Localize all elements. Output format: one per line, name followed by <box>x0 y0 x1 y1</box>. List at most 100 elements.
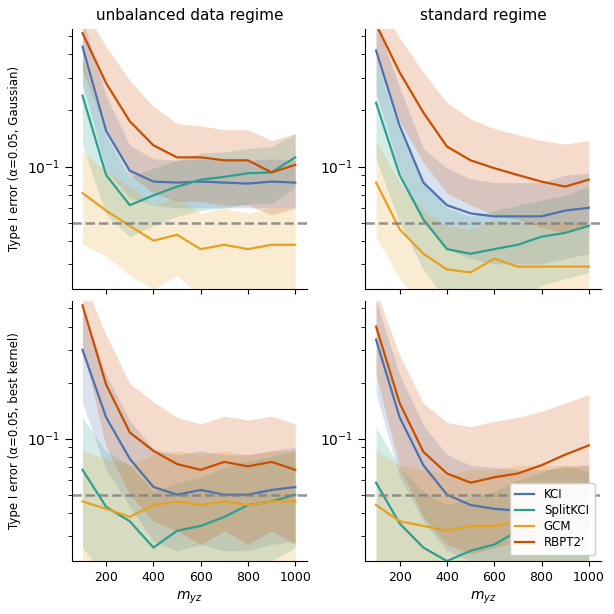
SplitKCI <box>585 222 593 230</box>
GCM <box>126 222 133 230</box>
GCM <box>372 179 379 186</box>
Line: KCI: KCI <box>82 47 295 184</box>
KCI <box>79 346 86 354</box>
RBPT2' <box>197 154 204 161</box>
RBPT2' <box>396 400 403 407</box>
RBPT2' <box>173 460 181 468</box>
SplitKCI <box>292 491 299 499</box>
SplitKCI <box>514 241 521 249</box>
SplitKCI <box>244 169 252 177</box>
GCM <box>538 263 545 270</box>
GCM <box>514 263 521 270</box>
GCM <box>419 250 427 257</box>
KCI <box>173 491 181 499</box>
KCI <box>244 180 252 187</box>
SplitKCI <box>396 520 403 527</box>
SplitKCI <box>173 527 181 534</box>
Line: GCM: GCM <box>376 505 589 530</box>
Line: RBPT2': RBPT2' <box>376 327 589 483</box>
KCI <box>538 212 545 220</box>
GCM <box>150 502 157 509</box>
SplitKCI <box>197 176 204 184</box>
SplitKCI <box>467 250 474 257</box>
RBPT2' <box>467 157 474 164</box>
RBPT2' <box>491 473 498 481</box>
GCM <box>419 522 427 529</box>
SplitKCI <box>103 503 110 511</box>
KCI <box>396 414 403 421</box>
GCM <box>467 269 474 276</box>
RBPT2' <box>372 21 379 28</box>
RBPT2' <box>585 441 593 449</box>
GCM <box>79 498 86 505</box>
KCI <box>443 491 451 499</box>
SplitKCI <box>268 169 275 176</box>
RBPT2' <box>79 301 86 309</box>
KCI <box>396 122 403 130</box>
SplitKCI <box>585 522 593 529</box>
RBPT2' <box>561 183 569 190</box>
GCM <box>197 502 204 509</box>
RBPT2' <box>585 176 593 184</box>
SplitKCI <box>103 171 110 179</box>
KCI <box>514 507 521 515</box>
Line: SplitKCI: SplitKCI <box>376 483 589 561</box>
SplitKCI <box>197 522 204 529</box>
GCM <box>491 522 498 529</box>
SplitKCI <box>491 246 498 253</box>
SplitKCI <box>79 466 86 473</box>
SplitKCI <box>467 547 474 554</box>
SplitKCI <box>220 513 228 521</box>
SplitKCI <box>514 527 521 534</box>
RBPT2' <box>103 381 110 388</box>
X-axis label: $m_{yz}$: $m_{yz}$ <box>470 589 496 605</box>
RBPT2' <box>514 171 521 179</box>
GCM <box>103 207 110 214</box>
GCM <box>244 246 252 253</box>
KCI <box>491 212 498 220</box>
KCI <box>79 43 86 50</box>
RBPT2' <box>396 69 403 76</box>
SplitKCI <box>126 201 133 209</box>
SplitKCI <box>244 502 252 509</box>
Line: RBPT2': RBPT2' <box>376 25 589 187</box>
SplitKCI <box>372 99 379 106</box>
SplitKCI <box>561 513 569 521</box>
Title: unbalanced data regime: unbalanced data regime <box>96 9 283 23</box>
RBPT2' <box>220 157 228 164</box>
GCM <box>491 255 498 262</box>
RBPT2' <box>372 323 379 330</box>
Line: GCM: GCM <box>376 182 589 273</box>
GCM <box>220 241 228 249</box>
SplitKCI <box>268 498 275 505</box>
GCM <box>103 505 110 513</box>
GCM <box>396 225 403 233</box>
RBPT2' <box>538 178 545 185</box>
GCM <box>268 241 275 249</box>
GCM <box>372 502 379 509</box>
RBPT2' <box>197 466 204 473</box>
RBPT2' <box>103 80 110 87</box>
RBPT2' <box>491 165 498 172</box>
RBPT2' <box>419 109 427 116</box>
KCI <box>126 455 133 462</box>
SplitKCI <box>538 233 545 240</box>
GCM <box>396 518 403 525</box>
KCI <box>372 47 379 54</box>
GCM <box>173 231 181 238</box>
RBPT2' <box>126 118 133 125</box>
RBPT2' <box>244 157 252 164</box>
Line: SplitKCI: SplitKCI <box>82 96 295 205</box>
KCI <box>220 179 228 186</box>
KCI <box>292 483 299 491</box>
SplitKCI <box>443 558 451 565</box>
Line: GCM: GCM <box>82 502 295 517</box>
SplitKCI <box>173 183 181 190</box>
KCI <box>268 486 275 494</box>
KCI <box>491 505 498 513</box>
KCI <box>443 201 451 209</box>
KCI <box>585 204 593 211</box>
GCM <box>126 513 133 521</box>
Line: SplitKCI: SplitKCI <box>82 470 295 548</box>
RBPT2' <box>443 470 451 477</box>
